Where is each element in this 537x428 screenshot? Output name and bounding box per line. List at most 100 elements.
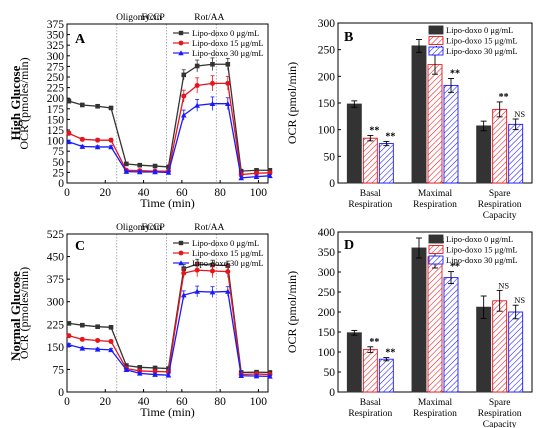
phase-label-fccp: FCCP (142, 13, 165, 23)
legend-label: Lipo-doxo 0 μg/mL (446, 234, 513, 244)
legend-marker (178, 40, 184, 46)
data-point (253, 373, 260, 379)
row-label-high-glucose: High Glucose (8, 65, 23, 140)
y-tick-label: 300 (47, 51, 65, 63)
category-label-line: Maximal (418, 189, 453, 199)
x-tick-label: 0 (64, 396, 70, 408)
y-tick-label: 100 (47, 136, 65, 148)
data-point (209, 289, 216, 295)
y-tick-label: 150 (47, 342, 65, 354)
y-tick-label: 525 (47, 229, 65, 241)
data-point (123, 366, 130, 373)
category-label-line: Respiration (348, 200, 392, 210)
significance-marker: NS (514, 109, 525, 119)
significance-marker: ** (385, 348, 395, 359)
bar-maximal-respiration-lipo-doxo-0-g-ml (411, 247, 427, 393)
y-tick-label: 275 (47, 61, 65, 73)
data-point (108, 105, 114, 111)
x-tick-label: 40 (138, 396, 150, 408)
legend-label: Lipo-doxo 30 μg/mL (446, 46, 518, 56)
panel-letter: D (344, 238, 354, 253)
data-point (254, 170, 260, 176)
legend-label: Lipo-doxo 0 μg/mL (446, 25, 513, 35)
bar-maximal-respiration-lipo-doxo-0-g-ml (411, 45, 427, 184)
category-label-basal-respiration: Basal Respiration (348, 398, 392, 419)
data-point (225, 100, 231, 107)
legend-marker (178, 260, 184, 266)
x-tick-label: 20 (100, 396, 112, 408)
x-tick-label: 60 (176, 396, 188, 408)
data-point (194, 267, 200, 273)
x-tick-label: 80 (214, 396, 226, 408)
category-label-line: Basal (360, 189, 381, 199)
y-tick-label: 100 (318, 125, 336, 137)
bar-basal-respiration-lipo-doxo-0-g-ml (346, 103, 362, 184)
data-point (124, 363, 129, 368)
data-point (181, 270, 187, 276)
data-point (152, 369, 158, 375)
significance-marker: ** (450, 262, 460, 273)
bar-spare-respiration-capacity-lipo-doxo-0-g-ml (476, 125, 492, 184)
significance-marker: ** (369, 126, 379, 137)
x-tick-label: 60 (176, 187, 188, 199)
y-tick-label: 300 (47, 297, 65, 309)
data-point (94, 346, 101, 352)
y-tick-label: 350 (318, 247, 336, 259)
y-tick-label: 300 (318, 18, 336, 30)
bar-spare-respiration-capacity-lipo-doxo-30-g-ml (508, 311, 524, 393)
data-point (80, 322, 85, 328)
category-label-line: Capacity (483, 211, 517, 221)
category-label-line: Respiration (478, 409, 522, 419)
category-label-line: Maximal (418, 398, 453, 408)
data-point (137, 162, 143, 168)
y-tick-label: 300 (318, 267, 336, 279)
data-point (124, 161, 129, 167)
row-label-normal-glucose: Normal Glucose (8, 271, 23, 361)
data-point (210, 61, 215, 67)
y-axis-title: OCR (pmol/min) (285, 62, 299, 144)
panel-letter: B (344, 30, 353, 45)
data-point (152, 365, 158, 371)
legend-label: Lipo-doxo 30 μg/mL (446, 255, 518, 265)
significance-marker: ** (369, 337, 379, 348)
y-tick-label: 75 (53, 364, 65, 376)
data-point (181, 72, 187, 78)
plot-frame (66, 23, 269, 184)
bar-spare-respiration-capacity-lipo-doxo-30-g-ml (508, 123, 524, 184)
data-point (66, 341, 72, 348)
y-tick-label: 175 (47, 104, 65, 116)
y-tick-label: 25 (53, 167, 65, 179)
y-tick-label: 250 (47, 72, 65, 84)
category-label-spare-respiration-capacity: Spare Respiration Capacity (478, 189, 522, 221)
legend-marker (178, 240, 184, 246)
legend-swatch (428, 36, 444, 45)
data-point (181, 93, 187, 99)
x-tick-label: 80 (214, 187, 226, 199)
legend-swatch (428, 245, 444, 254)
data-point (108, 144, 114, 150)
bar-maximal-respiration-lipo-doxo-15-g-ml (427, 256, 443, 393)
bar-maximal-respiration-lipo-doxo-30-g-ml (443, 84, 459, 184)
y-tick-label: 125 (47, 125, 65, 137)
data-point (108, 347, 114, 353)
y-axis-title: OCR (pmoles/min) (17, 57, 31, 149)
y-tick-label: 0 (329, 178, 335, 190)
category-label-line: Respiration (413, 200, 457, 210)
data-point (79, 136, 85, 142)
data-point (136, 169, 143, 175)
y-tick-label: 200 (318, 71, 336, 83)
y-axis-title: OCR (pmoles/min) (17, 267, 31, 359)
phase-label-rot-aa: Rot/AA (194, 223, 224, 233)
data-point (267, 172, 273, 179)
legend-label: Lipo-doxo 0 μg/mL (192, 238, 259, 248)
series-line (68, 63, 270, 172)
series-lipo-doxo-30-g-ml (66, 96, 273, 181)
y-tick-label: 325 (47, 40, 65, 52)
data-point (194, 288, 200, 294)
category-label-line: Basal (360, 398, 381, 408)
phase-label-rot-aa: Rot/AA (194, 13, 224, 23)
data-point (79, 345, 86, 351)
category-label-line: Respiration (413, 409, 457, 419)
category-label-line: Spare (489, 189, 511, 199)
